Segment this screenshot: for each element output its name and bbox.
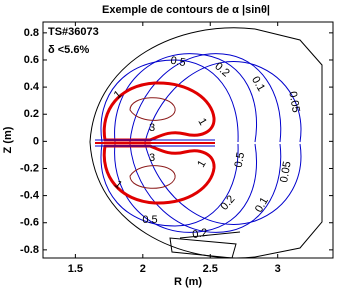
contour-line <box>129 143 282 233</box>
contour-line <box>100 143 239 227</box>
x-axis-label: R (m) <box>174 276 202 288</box>
y-tick-label: 0.6 <box>24 54 39 66</box>
y-axis-label: Z (m) <box>2 126 14 153</box>
contour-label: 0.5 <box>233 151 247 168</box>
y-tick-label: 0.8 <box>24 27 39 39</box>
annotation: δ <5.6% <box>48 44 89 56</box>
y-tick-label: -0.8 <box>20 244 39 256</box>
x-tick-label: 1.5 <box>68 263 83 275</box>
y-tick-label: -0.4 <box>20 190 40 202</box>
x-tick-label: 3 <box>275 263 281 275</box>
contour-label: 0.5 <box>169 55 186 69</box>
vessel-port <box>254 28 323 258</box>
annotation: TS#36073 <box>48 26 99 38</box>
contour-line <box>129 97 176 121</box>
contour-label: 0.05 <box>286 90 302 113</box>
x-tick-label: 2 <box>140 263 146 275</box>
contour-label: 1 <box>195 158 208 169</box>
chart-title: Exemple de contours de α |sinθ| <box>102 4 270 16</box>
contour-line <box>102 81 216 142</box>
contour-line <box>129 53 282 143</box>
contour-label: 3 <box>149 122 155 134</box>
y-tick-label: -0.2 <box>20 162 39 174</box>
contour-label: 0.2 <box>191 227 208 241</box>
y-tick-label: 0.4 <box>24 81 40 93</box>
vessel-wall <box>89 27 256 258</box>
contour-line <box>95 139 215 147</box>
y-tick-label: -0.6 <box>20 217 39 229</box>
axes-frame <box>42 21 334 259</box>
vessel <box>89 27 323 258</box>
contour-label: 0.5 <box>142 214 157 226</box>
contour-label: 3 <box>149 152 155 164</box>
contour-line <box>102 144 216 205</box>
x-tick-label: 2.5 <box>203 263 218 275</box>
contour-line <box>100 59 239 143</box>
y-tick-label: 0 <box>33 135 39 147</box>
vessel-limiter <box>179 231 241 239</box>
contour-line <box>114 53 258 143</box>
contour-label: 0.05 <box>278 160 294 183</box>
y-tick-label: 0.2 <box>24 108 39 120</box>
vessel-limiter <box>169 237 237 258</box>
contour-line <box>114 143 258 233</box>
contour-label: 1 <box>195 116 208 127</box>
contour-line <box>129 165 176 189</box>
